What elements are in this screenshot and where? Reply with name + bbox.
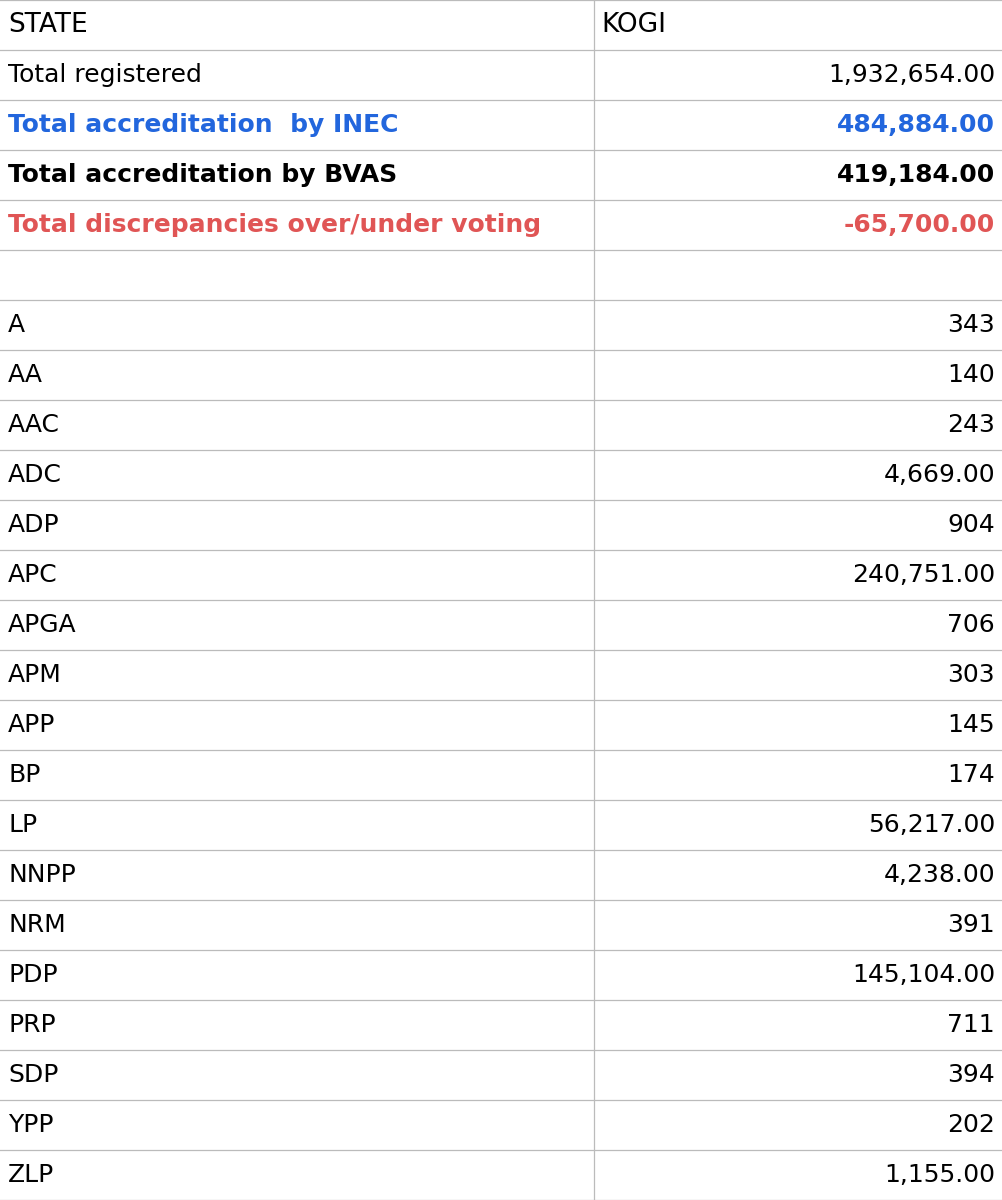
Text: STATE: STATE	[8, 12, 87, 38]
Text: 145,104.00: 145,104.00	[851, 962, 994, 986]
Text: NRM: NRM	[8, 913, 66, 937]
Text: ZLP: ZLP	[8, 1163, 54, 1187]
Text: 303: 303	[947, 662, 994, 686]
Text: SDP: SDP	[8, 1063, 58, 1087]
Text: Total discrepancies over/under voting: Total discrepancies over/under voting	[8, 214, 541, 236]
Text: 174: 174	[946, 763, 994, 787]
Text: APGA: APGA	[8, 613, 76, 637]
Text: 56,217.00: 56,217.00	[867, 814, 994, 838]
Text: 145: 145	[947, 713, 994, 737]
Text: 202: 202	[946, 1114, 994, 1136]
Text: BP: BP	[8, 763, 40, 787]
Text: 706: 706	[946, 613, 994, 637]
Text: PDP: PDP	[8, 962, 57, 986]
Text: Total registered: Total registered	[8, 62, 201, 86]
Text: 4,669.00: 4,669.00	[883, 463, 994, 487]
Text: KOGI: KOGI	[601, 12, 666, 38]
Text: YPP: YPP	[8, 1114, 53, 1136]
Text: 711: 711	[947, 1013, 994, 1037]
Text: AAC: AAC	[8, 413, 60, 437]
Text: 1,932,654.00: 1,932,654.00	[827, 62, 994, 86]
Text: 1,155.00: 1,155.00	[883, 1163, 994, 1187]
Text: APM: APM	[8, 662, 62, 686]
Text: ADC: ADC	[8, 463, 62, 487]
Text: 419,184.00: 419,184.00	[836, 163, 994, 187]
Text: 140: 140	[946, 362, 994, 386]
Text: NNPP: NNPP	[8, 863, 76, 887]
Text: 484,884.00: 484,884.00	[836, 113, 994, 137]
Text: 904: 904	[946, 514, 994, 538]
Text: APC: APC	[8, 563, 57, 587]
Text: AA: AA	[8, 362, 43, 386]
Text: -65,700.00: -65,700.00	[843, 214, 994, 236]
Text: APP: APP	[8, 713, 55, 737]
Text: Total accreditation by BVAS: Total accreditation by BVAS	[8, 163, 397, 187]
Text: ADP: ADP	[8, 514, 59, 538]
Text: 343: 343	[946, 313, 994, 337]
Text: A: A	[8, 313, 25, 337]
Text: LP: LP	[8, 814, 37, 838]
Text: 394: 394	[946, 1063, 994, 1087]
Text: Total accreditation  by INEC: Total accreditation by INEC	[8, 113, 398, 137]
Text: 240,751.00: 240,751.00	[851, 563, 994, 587]
Text: PRP: PRP	[8, 1013, 55, 1037]
Text: 243: 243	[946, 413, 994, 437]
Text: 391: 391	[947, 913, 994, 937]
Text: 4,238.00: 4,238.00	[883, 863, 994, 887]
